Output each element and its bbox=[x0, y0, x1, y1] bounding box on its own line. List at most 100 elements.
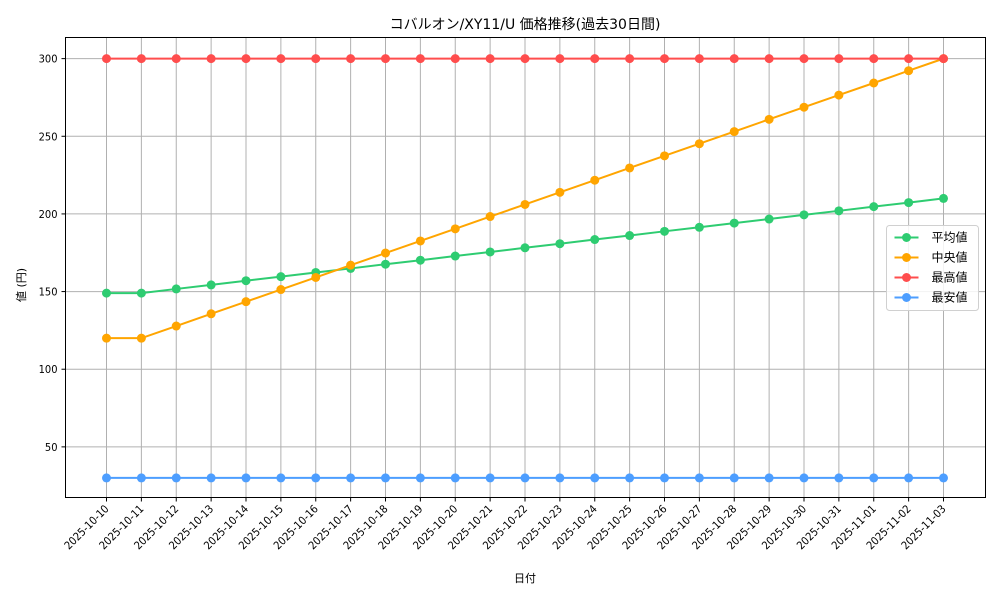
data-point bbox=[555, 187, 565, 197]
legend-box bbox=[886, 225, 979, 311]
data-point bbox=[799, 210, 809, 220]
legend-label: 最安値 bbox=[932, 290, 968, 305]
data-point bbox=[764, 114, 774, 124]
data-point bbox=[764, 214, 774, 224]
y-tick-label: 100 bbox=[39, 363, 58, 376]
data-point bbox=[485, 54, 495, 64]
data-point bbox=[102, 333, 111, 343]
legend-marker-icon bbox=[902, 293, 911, 302]
y-tick-label: 50 bbox=[45, 441, 58, 454]
data-point bbox=[206, 473, 216, 483]
data-point bbox=[206, 309, 216, 319]
data-point bbox=[904, 198, 914, 208]
series-0 bbox=[102, 193, 948, 298]
data-point bbox=[660, 473, 669, 483]
data-point bbox=[904, 473, 914, 483]
data-point bbox=[939, 54, 948, 64]
data-point bbox=[241, 276, 251, 286]
data-point bbox=[869, 54, 879, 64]
data-point bbox=[136, 288, 146, 298]
data-point bbox=[904, 66, 914, 76]
legend-label: 平均値 bbox=[932, 230, 968, 245]
y-tick-label: 150 bbox=[39, 286, 58, 299]
data-point bbox=[729, 473, 739, 483]
data-point bbox=[520, 243, 530, 253]
data-point bbox=[415, 54, 425, 64]
data-point bbox=[694, 222, 704, 232]
series-layer bbox=[102, 54, 948, 483]
data-point bbox=[276, 272, 286, 282]
data-point bbox=[381, 259, 390, 269]
data-point bbox=[799, 54, 809, 64]
series-1 bbox=[102, 54, 948, 343]
data-point bbox=[450, 54, 460, 64]
data-point bbox=[136, 333, 146, 343]
data-point bbox=[869, 202, 879, 212]
legend-item: 平均値 bbox=[894, 230, 968, 245]
data-point bbox=[799, 473, 809, 483]
data-point bbox=[834, 54, 844, 64]
data-point bbox=[276, 285, 286, 295]
data-point bbox=[590, 235, 600, 245]
data-point bbox=[241, 297, 251, 307]
data-point bbox=[660, 226, 669, 236]
data-point bbox=[276, 473, 286, 483]
data-point bbox=[276, 54, 286, 64]
x-axis-label: 日付 bbox=[514, 572, 536, 585]
data-point bbox=[834, 473, 844, 483]
data-point bbox=[381, 248, 390, 258]
data-point bbox=[311, 272, 321, 282]
data-point bbox=[206, 280, 216, 290]
data-point bbox=[136, 54, 146, 64]
data-point bbox=[346, 473, 356, 483]
data-point bbox=[415, 255, 425, 265]
chart-title: コバルオン/XY11/U 価格推移(過去30日間) bbox=[390, 17, 661, 33]
data-point bbox=[555, 473, 565, 483]
legend-marker-icon bbox=[902, 253, 911, 262]
data-point bbox=[729, 218, 739, 228]
data-point bbox=[834, 206, 844, 216]
data-point bbox=[102, 54, 111, 64]
data-point bbox=[555, 54, 565, 64]
data-point bbox=[171, 54, 181, 64]
data-point bbox=[415, 236, 425, 246]
data-point bbox=[660, 151, 669, 161]
data-point bbox=[660, 54, 669, 64]
data-point bbox=[520, 54, 530, 64]
data-point bbox=[485, 473, 495, 483]
x-axis: 2025-10-102025-10-112025-10-122025-10-13… bbox=[62, 497, 949, 552]
data-point bbox=[729, 127, 739, 137]
y-axis: 50 100 150 200 250 300 bbox=[39, 53, 66, 454]
data-point bbox=[694, 473, 704, 483]
data-point bbox=[694, 54, 704, 64]
data-point bbox=[485, 247, 495, 257]
data-point bbox=[381, 54, 390, 64]
legend-label: 中央値 bbox=[932, 250, 968, 265]
grid-lines bbox=[65, 37, 986, 498]
data-point bbox=[171, 321, 181, 331]
data-point bbox=[555, 239, 565, 249]
data-point bbox=[450, 224, 460, 234]
data-point bbox=[381, 473, 390, 483]
data-point bbox=[241, 54, 251, 64]
data-point bbox=[450, 251, 460, 261]
data-point bbox=[625, 163, 635, 173]
data-point bbox=[171, 473, 181, 483]
data-point bbox=[520, 473, 530, 483]
y-tick-label: 200 bbox=[39, 208, 58, 221]
data-point bbox=[206, 54, 216, 64]
series-3 bbox=[102, 473, 948, 483]
data-point bbox=[625, 54, 635, 64]
data-point bbox=[241, 473, 251, 483]
data-point bbox=[834, 90, 844, 100]
data-point bbox=[904, 54, 914, 64]
data-point bbox=[729, 54, 739, 64]
data-point bbox=[102, 288, 111, 298]
data-point bbox=[311, 473, 321, 483]
data-point bbox=[346, 54, 356, 64]
series-2 bbox=[102, 54, 948, 64]
y-tick-label: 300 bbox=[39, 53, 58, 66]
legend-item: 最安値 bbox=[894, 290, 968, 305]
